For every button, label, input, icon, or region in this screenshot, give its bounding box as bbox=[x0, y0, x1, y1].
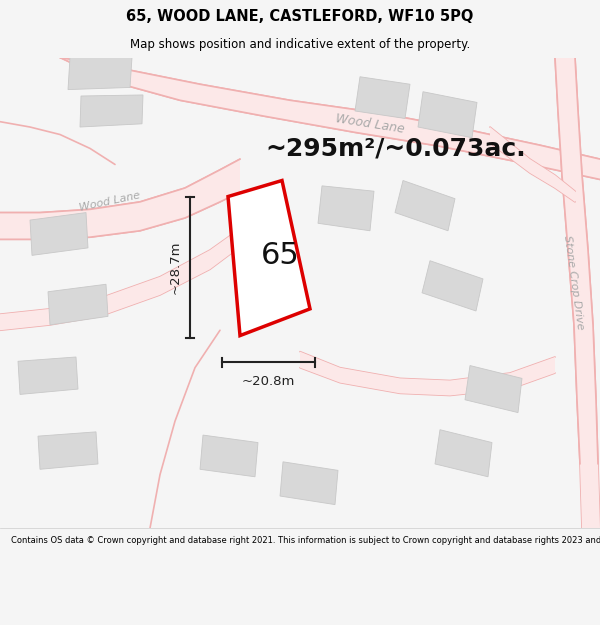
Text: 65, WOOD LANE, CASTLEFORD, WF10 5PQ: 65, WOOD LANE, CASTLEFORD, WF10 5PQ bbox=[127, 9, 473, 24]
Text: Stone Crop Drive: Stone Crop Drive bbox=[562, 234, 586, 330]
Polygon shape bbox=[38, 432, 98, 469]
Polygon shape bbox=[48, 284, 108, 325]
Polygon shape bbox=[0, 159, 240, 239]
Polygon shape bbox=[318, 186, 374, 231]
Polygon shape bbox=[395, 181, 455, 231]
Polygon shape bbox=[418, 92, 477, 138]
Polygon shape bbox=[300, 352, 555, 396]
Polygon shape bbox=[80, 95, 143, 127]
Text: Contains OS data © Crown copyright and database right 2021. This information is : Contains OS data © Crown copyright and d… bbox=[11, 536, 600, 545]
Text: ~295m²/~0.073ac.: ~295m²/~0.073ac. bbox=[265, 136, 526, 161]
Text: Map shows position and indicative extent of the property.: Map shows position and indicative extent… bbox=[130, 38, 470, 51]
Polygon shape bbox=[490, 127, 575, 202]
Polygon shape bbox=[18, 357, 78, 394]
Polygon shape bbox=[555, 58, 600, 528]
Polygon shape bbox=[200, 435, 258, 477]
Polygon shape bbox=[422, 261, 483, 311]
Polygon shape bbox=[280, 462, 338, 504]
Text: Wood Lane: Wood Lane bbox=[79, 191, 142, 213]
Polygon shape bbox=[30, 213, 88, 256]
Text: Wood Lane: Wood Lane bbox=[335, 112, 406, 136]
Polygon shape bbox=[0, 208, 255, 330]
Text: 65: 65 bbox=[260, 241, 299, 270]
Polygon shape bbox=[435, 430, 492, 477]
Polygon shape bbox=[228, 181, 310, 336]
Polygon shape bbox=[465, 366, 522, 413]
Polygon shape bbox=[355, 77, 410, 119]
Text: ~28.7m: ~28.7m bbox=[169, 241, 182, 294]
Polygon shape bbox=[68, 58, 132, 89]
Text: ~20.8m: ~20.8m bbox=[242, 375, 295, 388]
Polygon shape bbox=[60, 58, 600, 179]
